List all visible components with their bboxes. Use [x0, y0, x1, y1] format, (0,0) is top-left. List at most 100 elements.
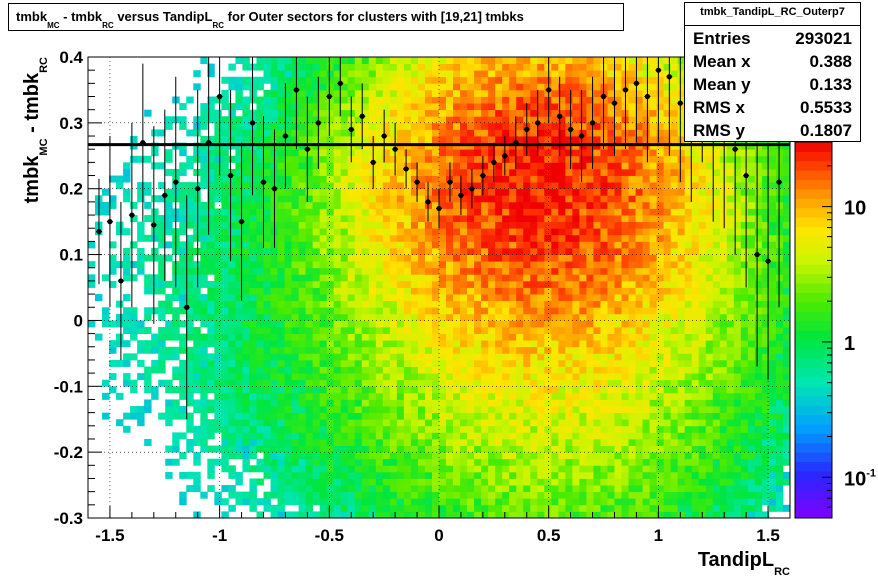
heatmap-cell	[488, 340, 496, 348]
heatmap-cell	[628, 307, 636, 315]
heatmap-cell	[530, 168, 538, 176]
heatmap-cell	[424, 103, 433, 111]
heatmap-cell	[656, 241, 665, 249]
heatmap-cell	[572, 406, 580, 414]
heatmap-cell	[207, 359, 215, 367]
heatmap-cell	[642, 392, 650, 400]
heatmap-cell	[530, 122, 538, 130]
heatmap-cell	[298, 195, 307, 203]
heatmap-cell	[165, 333, 173, 341]
heatmap-cell	[509, 485, 517, 493]
heatmap-cell	[291, 168, 299, 176]
heatmap-cell	[481, 76, 489, 84]
heatmap-cell	[537, 109, 545, 117]
heatmap-cell	[396, 168, 405, 176]
heatmap-cell	[586, 504, 594, 512]
heatmap-cell	[298, 491, 307, 499]
heatmap-cell	[579, 353, 587, 361]
heatmap-cell	[319, 445, 328, 453]
heatmap-cell	[628, 142, 636, 150]
heatmap-cell	[361, 491, 370, 499]
heatmap-cell	[495, 333, 503, 341]
heatmap-cell	[481, 386, 489, 394]
heatmap-cell	[410, 406, 419, 414]
heatmap-cell	[116, 261, 124, 269]
heatmap-cell	[621, 162, 629, 170]
heatmap-cell	[502, 155, 510, 163]
heatmap-cell	[291, 432, 299, 440]
heatmap-cell	[417, 379, 426, 387]
heatmap-cell	[333, 465, 342, 473]
heatmap-cell	[509, 201, 517, 209]
heatmap-cell	[565, 122, 573, 130]
heatmap-cell	[530, 96, 538, 104]
heatmap-cell	[186, 313, 194, 321]
heatmap-cell	[495, 103, 503, 111]
heatmap-cell	[649, 307, 658, 315]
heatmap-cell	[642, 149, 650, 157]
heatmap-cell	[375, 162, 384, 170]
heatmap-cell	[453, 386, 461, 394]
heatmap-cell	[572, 359, 580, 367]
heatmap-cell	[109, 267, 117, 275]
heatmap-cell	[607, 498, 615, 506]
heatmap-cell	[200, 234, 208, 242]
heatmap-cell	[663, 57, 672, 64]
heatmap-cell	[586, 399, 594, 407]
heatmap-cell	[382, 432, 391, 440]
heatmap-cell	[361, 346, 370, 354]
heatmap-cell	[186, 96, 194, 104]
heatmap-cell	[410, 307, 419, 315]
heatmap-cell	[460, 168, 468, 176]
heatmap-cell	[179, 366, 187, 374]
heatmap-cell	[649, 458, 658, 466]
heatmap-cell	[579, 247, 587, 255]
heatmap-cell	[544, 162, 552, 170]
heatmap-cell	[649, 228, 658, 236]
heatmap-cell	[481, 234, 489, 242]
heatmap-cell	[263, 287, 271, 295]
heatmap-cell	[607, 327, 615, 334]
heatmap-cell	[635, 392, 643, 400]
heatmap-cell	[270, 425, 278, 433]
heatmap-cell	[586, 182, 594, 190]
heatmap-cell	[565, 247, 573, 255]
heatmap-cell	[614, 228, 622, 236]
heatmap-cell	[656, 300, 665, 308]
heatmap-cell	[600, 241, 608, 249]
heatmap-cell	[488, 234, 496, 242]
heatmap-cell	[572, 504, 580, 512]
heatmap-cell	[375, 346, 384, 354]
heatmap-cell	[249, 406, 257, 414]
heatmap-cell	[586, 155, 594, 163]
heatmap-cell	[382, 280, 391, 288]
heatmap-cell	[649, 485, 658, 493]
heatmap-cell	[235, 445, 243, 453]
heatmap-cell	[235, 438, 243, 446]
heatmap-cell	[431, 70, 440, 78]
heatmap-cell	[200, 274, 208, 282]
heatmap-cell	[354, 188, 363, 196]
heatmap-cell	[649, 392, 658, 400]
heatmap-cell	[235, 221, 243, 229]
heatmap-cell	[270, 261, 278, 269]
heatmap-cell	[431, 511, 440, 519]
heatmap-cell	[221, 498, 229, 506]
heatmap-cell	[467, 307, 475, 315]
heatmap-cell	[424, 274, 433, 282]
heatmap-cell	[537, 201, 545, 209]
heatmap-cell	[333, 294, 342, 302]
heatmap-cell	[207, 149, 215, 157]
heatmap-cell	[340, 412, 349, 420]
heatmap-cell	[312, 261, 321, 269]
heatmap-cell	[621, 320, 629, 328]
heatmap-cell	[305, 353, 314, 361]
heatmap-cell	[263, 57, 271, 64]
heatmap-cell	[502, 162, 510, 170]
heatmap-cell	[621, 346, 629, 354]
heatmap-cell	[249, 300, 257, 308]
heatmap-cell	[460, 162, 468, 170]
heatmap-cell	[270, 327, 278, 334]
heatmap-cell	[558, 142, 566, 150]
heatmap-cell	[235, 215, 243, 223]
